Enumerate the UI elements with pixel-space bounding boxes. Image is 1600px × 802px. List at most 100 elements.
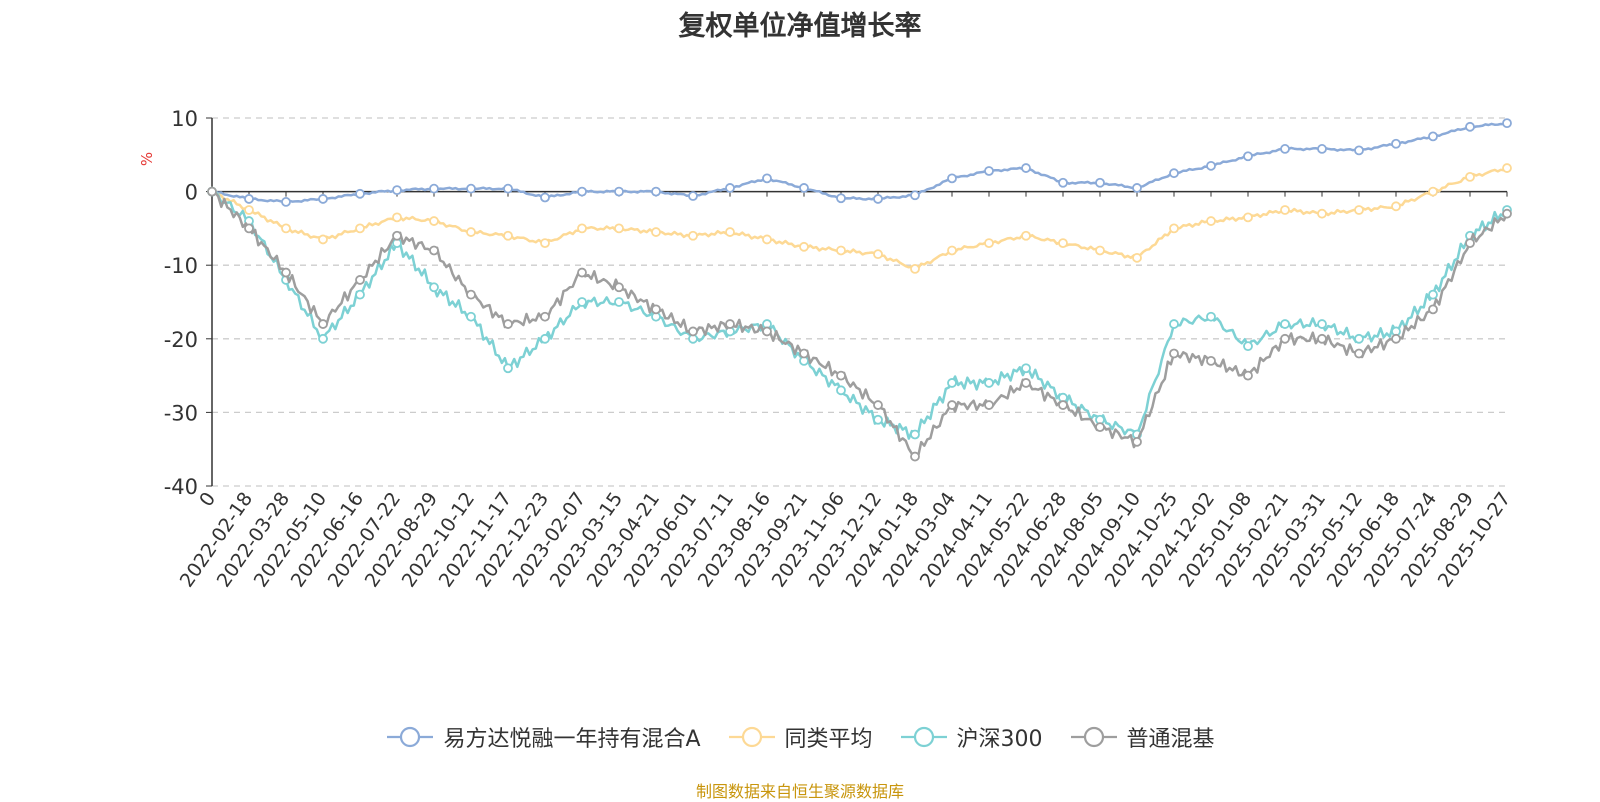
legend-item[interactable]: 同类平均	[727, 721, 873, 753]
data-point	[1354, 333, 1364, 344]
chart-title: 复权单位净值增长率	[678, 11, 922, 42]
data-point	[503, 230, 513, 241]
series-line	[211, 122, 1508, 204]
series-0	[207, 118, 1512, 207]
data-point	[503, 183, 513, 194]
data-point	[355, 188, 365, 199]
data-point	[873, 249, 883, 260]
data-point	[207, 186, 217, 197]
data-point	[1391, 201, 1401, 212]
data-point	[614, 223, 624, 234]
data-point	[1206, 355, 1216, 366]
data-point	[540, 311, 550, 322]
y-tick-label: 10	[171, 107, 198, 131]
data-point	[873, 414, 883, 425]
legend-item[interactable]: 普通混基	[1069, 721, 1215, 753]
legend-marker-icon	[728, 726, 775, 748]
data-point	[1206, 160, 1216, 171]
data-point	[577, 267, 587, 278]
data-point	[318, 234, 328, 245]
legend: 易方达悦融一年持有混合A 同类平均 沪深300 普通混基	[0, 721, 1600, 753]
data-point	[873, 194, 883, 204]
data-point	[651, 304, 661, 315]
data-point	[1391, 138, 1401, 149]
data-point	[688, 326, 698, 337]
data-point	[1465, 238, 1475, 249]
data-point	[799, 348, 809, 359]
y-tick-labels: 10 0 -10 -20 -30 -40	[164, 107, 198, 499]
legend-label: 沪深300	[956, 727, 1043, 752]
data-point	[1021, 230, 1031, 241]
data-point	[503, 363, 513, 374]
legend-item[interactable]: 易方达悦融一年持有混合A	[385, 721, 701, 753]
y-tick-label: 0	[185, 181, 198, 205]
data-point	[1095, 177, 1105, 188]
data-point	[429, 282, 439, 293]
data-point	[984, 238, 994, 249]
data-point	[688, 230, 698, 241]
data-point	[873, 400, 883, 410]
legend-item[interactable]: 沪深300	[899, 721, 1043, 753]
data-point	[1428, 131, 1438, 142]
data-point	[910, 451, 920, 462]
data-point	[1280, 333, 1290, 344]
data-point	[1169, 319, 1179, 329]
data-point	[281, 223, 291, 234]
series-line	[211, 189, 1509, 440]
data-point	[1465, 121, 1475, 132]
legend-marker-icon	[900, 726, 947, 748]
data-point	[1502, 208, 1512, 219]
series-3	[207, 186, 1512, 462]
data-point	[1243, 341, 1253, 352]
data-point	[466, 183, 476, 194]
legend-label: 易方达悦融一年持有混合A	[443, 727, 701, 752]
data-point	[836, 370, 846, 381]
y-tick-label: -10	[164, 254, 198, 278]
data-point	[1132, 436, 1142, 447]
data-point	[614, 186, 624, 197]
data-point	[1169, 168, 1179, 179]
data-point	[1095, 422, 1105, 433]
data-point	[429, 183, 439, 194]
data-point	[910, 429, 920, 440]
x-tick-label: 0	[195, 488, 220, 511]
data-point	[1169, 223, 1179, 234]
data-point	[1243, 212, 1253, 223]
data-point	[1243, 370, 1253, 381]
series-line	[211, 166, 1508, 271]
data-point	[1058, 400, 1068, 410]
data-point	[1354, 205, 1364, 215]
data-point	[355, 289, 365, 300]
y-tick-label: -30	[164, 401, 198, 425]
data-point	[281, 267, 291, 278]
data-point	[355, 275, 365, 285]
series-lines	[207, 118, 1512, 462]
data-point	[1354, 348, 1364, 359]
data-point	[392, 212, 402, 223]
legend-marker-icon	[387, 726, 434, 748]
data-point	[1280, 144, 1290, 154]
data-point	[1428, 304, 1438, 315]
legend-marker-icon	[1070, 726, 1117, 748]
legend-label: 普通混基	[1126, 727, 1215, 752]
data-point	[910, 263, 920, 274]
data-point	[577, 186, 587, 197]
data-point	[1243, 151, 1253, 162]
data-point	[984, 166, 994, 176]
data-point	[799, 183, 809, 193]
data-point	[466, 311, 476, 322]
data-point	[392, 185, 402, 196]
data-point	[392, 230, 402, 241]
data-point	[1391, 333, 1401, 344]
data-point	[614, 297, 624, 307]
data-point	[429, 216, 439, 226]
data-point	[688, 191, 698, 201]
data-point	[1169, 348, 1179, 359]
data-point	[762, 326, 772, 337]
data-point	[651, 227, 661, 237]
series-line	[211, 190, 1509, 458]
data-point	[1021, 363, 1031, 374]
data-point	[947, 245, 957, 256]
data-point	[1354, 145, 1364, 156]
data-point	[762, 173, 772, 184]
